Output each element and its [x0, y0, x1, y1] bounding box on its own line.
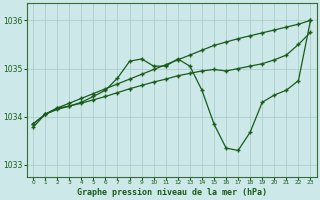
- X-axis label: Graphe pression niveau de la mer (hPa): Graphe pression niveau de la mer (hPa): [77, 188, 267, 197]
